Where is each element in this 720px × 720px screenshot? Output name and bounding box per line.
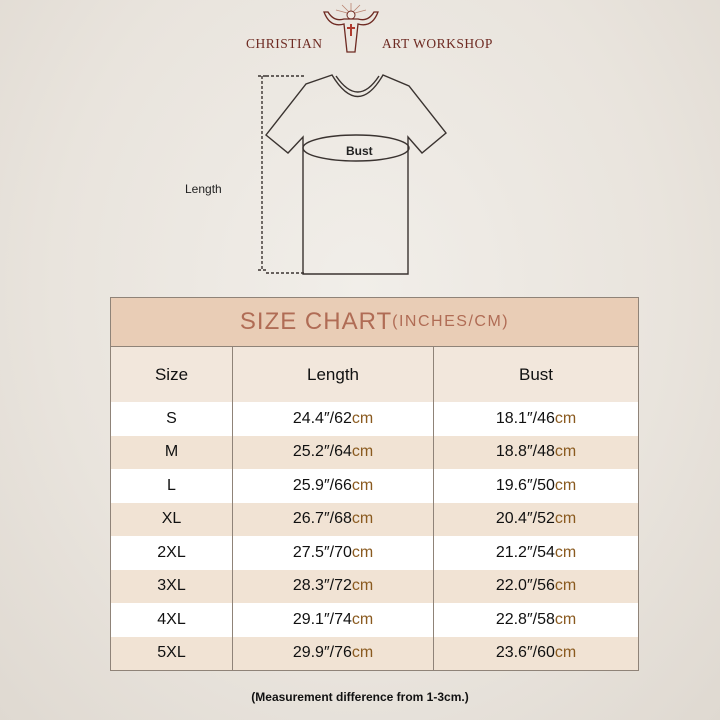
tshirt-diagram <box>258 74 447 275</box>
length-value: 28.3″/72 <box>292 577 352 595</box>
cell-length: 26.7″/68 cm <box>232 502 433 536</box>
table-row: 2XL 27.5″/70 cm 21.2″/54 cm <box>111 536 638 570</box>
size-value: 5XL <box>157 644 186 662</box>
table-row: 3XL 28.3″/72 cm 22.0″/56 cm <box>111 569 638 604</box>
bust-value: 19.6″/50 <box>495 476 555 494</box>
cell-size: L <box>111 469 232 503</box>
length-value: 24.4″/62 <box>292 409 352 427</box>
unit-label: cm <box>554 610 577 628</box>
brand-name-left: CHRISTIAN <box>246 36 323 51</box>
unit-label: cm <box>351 577 374 595</box>
bust-value: 21.2″/54 <box>495 543 555 561</box>
measurement-note: (Measurement difference from 1-3cm.) <box>251 690 469 704</box>
cell-size: 2XL <box>111 536 232 570</box>
bust-label: Bust <box>346 144 373 158</box>
cell-bust: 19.6″/50 cm <box>433 469 638 503</box>
header-bust: Bust <box>433 347 638 402</box>
header-length: Length <box>232 347 433 402</box>
length-value: 29.9″/76 <box>292 644 352 662</box>
cell-bust: 22.0″/56 cm <box>433 569 638 603</box>
size-value: 4XL <box>157 610 186 628</box>
cell-length: 24.4″/62 cm <box>232 402 433 436</box>
unit-label: cm <box>351 610 374 628</box>
cell-size: 3XL <box>111 570 232 604</box>
title-text: SIZE CHART <box>239 308 393 335</box>
unit-label: cm <box>554 443 577 461</box>
brand-header: CHRISTIAN ART WORKSHOP <box>0 0 720 60</box>
size-value: XL <box>161 510 182 528</box>
table-row: S 24.4″/62 cm 18.1″/46 cm <box>111 402 638 436</box>
unit-label: cm <box>351 443 374 461</box>
cell-bust: 20.4″/52 cm <box>433 502 638 536</box>
length-value: 25.9″/66 <box>292 476 352 494</box>
length-value: 29.1″/74 <box>292 610 352 628</box>
table-row: 5XL 29.9″/76 cm 23.6″/60 cm <box>111 636 638 671</box>
cell-bust: 21.2″/54 cm <box>433 536 638 570</box>
cell-size: 5XL <box>111 637 232 671</box>
size-value: 3XL <box>157 577 186 595</box>
header-size: Size <box>154 364 189 384</box>
table-row: XL 26.7″/68 cm 20.4″/52 cm <box>111 502 638 537</box>
cell-length: 29.9″/76 cm <box>232 636 433 670</box>
unit-label: cm <box>554 577 577 595</box>
unit-label: cm <box>351 409 374 427</box>
table-row: L 25.9″/66 cm 19.6″/50 cm <box>111 469 638 503</box>
unit-label: cm <box>351 476 374 494</box>
size-value: 2XL <box>157 543 186 561</box>
cell-size: M <box>111 436 232 470</box>
bust-value: 22.0″/56 <box>495 577 555 595</box>
length-value: 26.7″/68 <box>292 510 352 528</box>
unit-label: cm <box>351 543 374 561</box>
table-row: 4XL 29.1″/74 cm 22.8″/58 cm <box>111 603 638 637</box>
christ-logo-icon <box>323 3 379 53</box>
cell-length: 28.3″/72 cm <box>232 569 433 603</box>
length-value: 27.5″/70 <box>292 543 352 561</box>
unit-label: cm <box>554 476 577 494</box>
cell-length: 25.2″/64 cm <box>232 435 433 469</box>
cell-bust: 22.8″/58 cm <box>433 603 638 637</box>
size-value: M <box>164 443 179 461</box>
bust-value: 20.4″/52 <box>495 510 555 528</box>
table-row: M 25.2″/64 cm 18.8″/48 cm <box>111 435 638 470</box>
size-chart-table: SIZE CHART (INCHES/CM) Size Length Bust S… <box>110 297 639 671</box>
length-label: Length <box>185 182 222 196</box>
title-units: (INCHES/CM) <box>392 313 510 330</box>
cell-size: XL <box>111 503 232 537</box>
size-value: L <box>167 476 176 494</box>
size-chart-title: SIZE CHART (INCHES/CM) <box>111 298 638 347</box>
table-header-row: Size Length Bust <box>111 347 638 402</box>
unit-label: cm <box>554 510 577 528</box>
cell-length: 29.1″/74 cm <box>232 603 433 637</box>
cell-size: 4XL <box>111 603 232 637</box>
bust-value: 23.6″/60 <box>495 644 555 662</box>
cell-length: 27.5″/70 cm <box>232 536 433 570</box>
length-value: 25.2″/64 <box>292 443 352 461</box>
unit-label: cm <box>351 510 374 528</box>
unit-label: cm <box>554 644 577 662</box>
bust-value: 18.1″/46 <box>495 409 555 427</box>
size-value: S <box>166 409 177 427</box>
cell-size: S <box>111 402 232 436</box>
unit-label: cm <box>351 644 374 662</box>
cell-bust: 18.1″/46 cm <box>433 402 638 436</box>
bust-value: 22.8″/58 <box>495 610 555 628</box>
brand-name-right: ART WORKSHOP <box>382 36 493 51</box>
unit-label: cm <box>554 409 577 427</box>
cell-bust: 23.6″/60 cm <box>433 636 638 670</box>
cell-bust: 18.8″/48 cm <box>433 435 638 469</box>
cell-length: 25.9″/66 cm <box>232 469 433 503</box>
unit-label: cm <box>554 543 577 561</box>
bust-value: 18.8″/48 <box>495 443 555 461</box>
